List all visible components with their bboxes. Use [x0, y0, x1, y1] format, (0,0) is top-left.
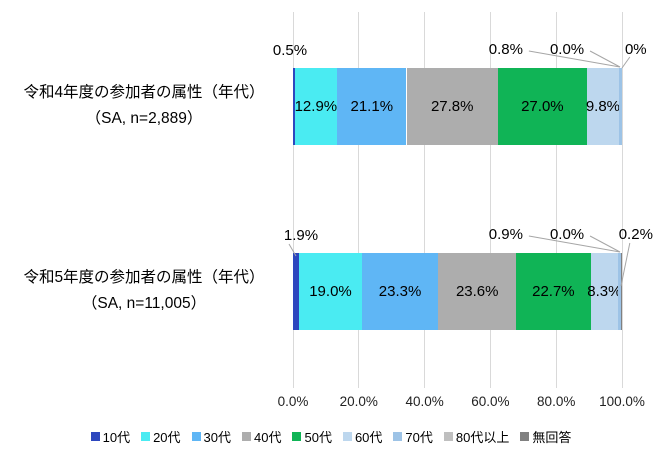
- bar-segment: 23.6%: [438, 253, 517, 330]
- bar-segment: 23.3%: [361, 253, 439, 330]
- x-axis-tick-label: 0.0%: [277, 394, 309, 409]
- segment-data-label: 27.8%: [430, 98, 474, 115]
- end-callout-label: 0.2%: [618, 226, 653, 243]
- end-callout-label: 0%: [624, 41, 647, 58]
- bar-segment: [619, 68, 622, 145]
- legend-item: 80代以上: [443, 427, 510, 446]
- start-callout-label: 0.5%: [272, 42, 308, 59]
- category-label-line: 令和5年度の参加者の属性（年代）: [23, 269, 265, 286]
- legend-swatch: [393, 432, 403, 441]
- legend-swatch: [90, 432, 100, 441]
- category-label-line: 令和4年度の参加者の属性（年代）: [23, 84, 265, 101]
- bar-segment: 19.0%: [299, 253, 362, 330]
- legend-label: 30代: [203, 430, 232, 445]
- gridline: [292, 12, 294, 388]
- gridline: [424, 12, 426, 388]
- category-label: 令和5年度の参加者の属性（年代） （SA, n=11,005）: [0, 265, 288, 317]
- legend-swatch: [141, 432, 151, 441]
- legend-label: 50代: [304, 430, 332, 445]
- x-axis-tick-label: 100.0%: [599, 394, 645, 409]
- legend-item: 20代: [141, 427, 181, 446]
- bar-segment: 12.9%: [295, 68, 337, 145]
- legend-label: 40代: [254, 430, 282, 445]
- bar-segment: 9.8%: [585, 68, 621, 145]
- legend-item: 60代: [342, 427, 383, 446]
- legend-label: 60代: [354, 430, 383, 445]
- bar-segment: 22.7%: [516, 253, 591, 330]
- gridline: [621, 12, 623, 388]
- category-label: 令和4年度の参加者の属性（年代） （SA, n=2,889）: [0, 80, 288, 132]
- legend-swatch: [443, 432, 453, 441]
- legend-label: 80代以上: [455, 430, 510, 445]
- bar-segment: 8.3%: [587, 253, 621, 330]
- segment-data-label: 21.1%: [350, 98, 394, 115]
- legend-swatch: [242, 432, 252, 441]
- bar-segment: 27.0%: [497, 68, 587, 145]
- legend-swatch: [191, 432, 201, 441]
- x-axis-tick-label: 20.0%: [339, 394, 378, 409]
- segment-data-label: 12.9%: [294, 98, 338, 115]
- bar-segment: [618, 253, 621, 330]
- legend-swatch: [292, 432, 302, 441]
- segment-data-label: 27.0%: [521, 98, 564, 115]
- gridline: [358, 12, 360, 388]
- start-callout-label: 1.9%: [283, 227, 319, 244]
- legend-item: 10代: [90, 427, 131, 446]
- legend-item: 50代: [292, 427, 332, 446]
- legend-swatch: [342, 432, 352, 441]
- category-label-line: （SA, n=2,889）: [85, 110, 203, 127]
- legend-swatch: [520, 432, 530, 441]
- segment-data-label: 9.8%: [585, 98, 621, 115]
- bar-segment: [293, 68, 295, 145]
- category-label-line: （SA, n=11,005）: [81, 295, 207, 312]
- x-axis-tick-label: 40.0%: [405, 394, 444, 409]
- bar-segment: 27.8%: [406, 68, 498, 145]
- legend-item: 無回答: [520, 427, 571, 446]
- gridline: [489, 12, 491, 388]
- legend: 10代 20代 30代 40代 50代 60代 70代 80代以上 無回答: [0, 427, 662, 446]
- legend-label: 無回答: [532, 430, 572, 445]
- bar-row: 19.0% 23.3% 23.6% 22.7% 8.3%: [293, 253, 622, 330]
- bar-row: 12.9% 21.1% 27.8% 27.0% 9.8%: [293, 68, 622, 145]
- segment-data-label: 23.3%: [378, 283, 422, 300]
- x-axis-tick-label: 60.0%: [471, 394, 510, 409]
- legend-item: 30代: [191, 427, 232, 446]
- segment-data-label: 23.6%: [455, 283, 499, 300]
- bar-segment: [293, 253, 300, 330]
- end-callout-label: 0.9%: [488, 226, 523, 243]
- bar-segment: 21.1%: [337, 68, 407, 145]
- segment-data-label: 22.7%: [532, 283, 575, 300]
- legend-label: 10代: [102, 430, 131, 445]
- segment-data-label: 19.0%: [309, 283, 352, 300]
- end-callout-label: 0.8%: [488, 41, 523, 58]
- legend-label: 20代: [153, 430, 181, 445]
- legend-label: 70代: [405, 430, 433, 445]
- x-axis-tick-label: 80.0%: [537, 394, 576, 409]
- bar-segment: [621, 253, 622, 330]
- legend-item: 70代: [393, 427, 433, 446]
- segment-data-label: 8.3%: [587, 283, 622, 300]
- legend-item: 40代: [242, 427, 281, 446]
- gridline: [555, 12, 557, 388]
